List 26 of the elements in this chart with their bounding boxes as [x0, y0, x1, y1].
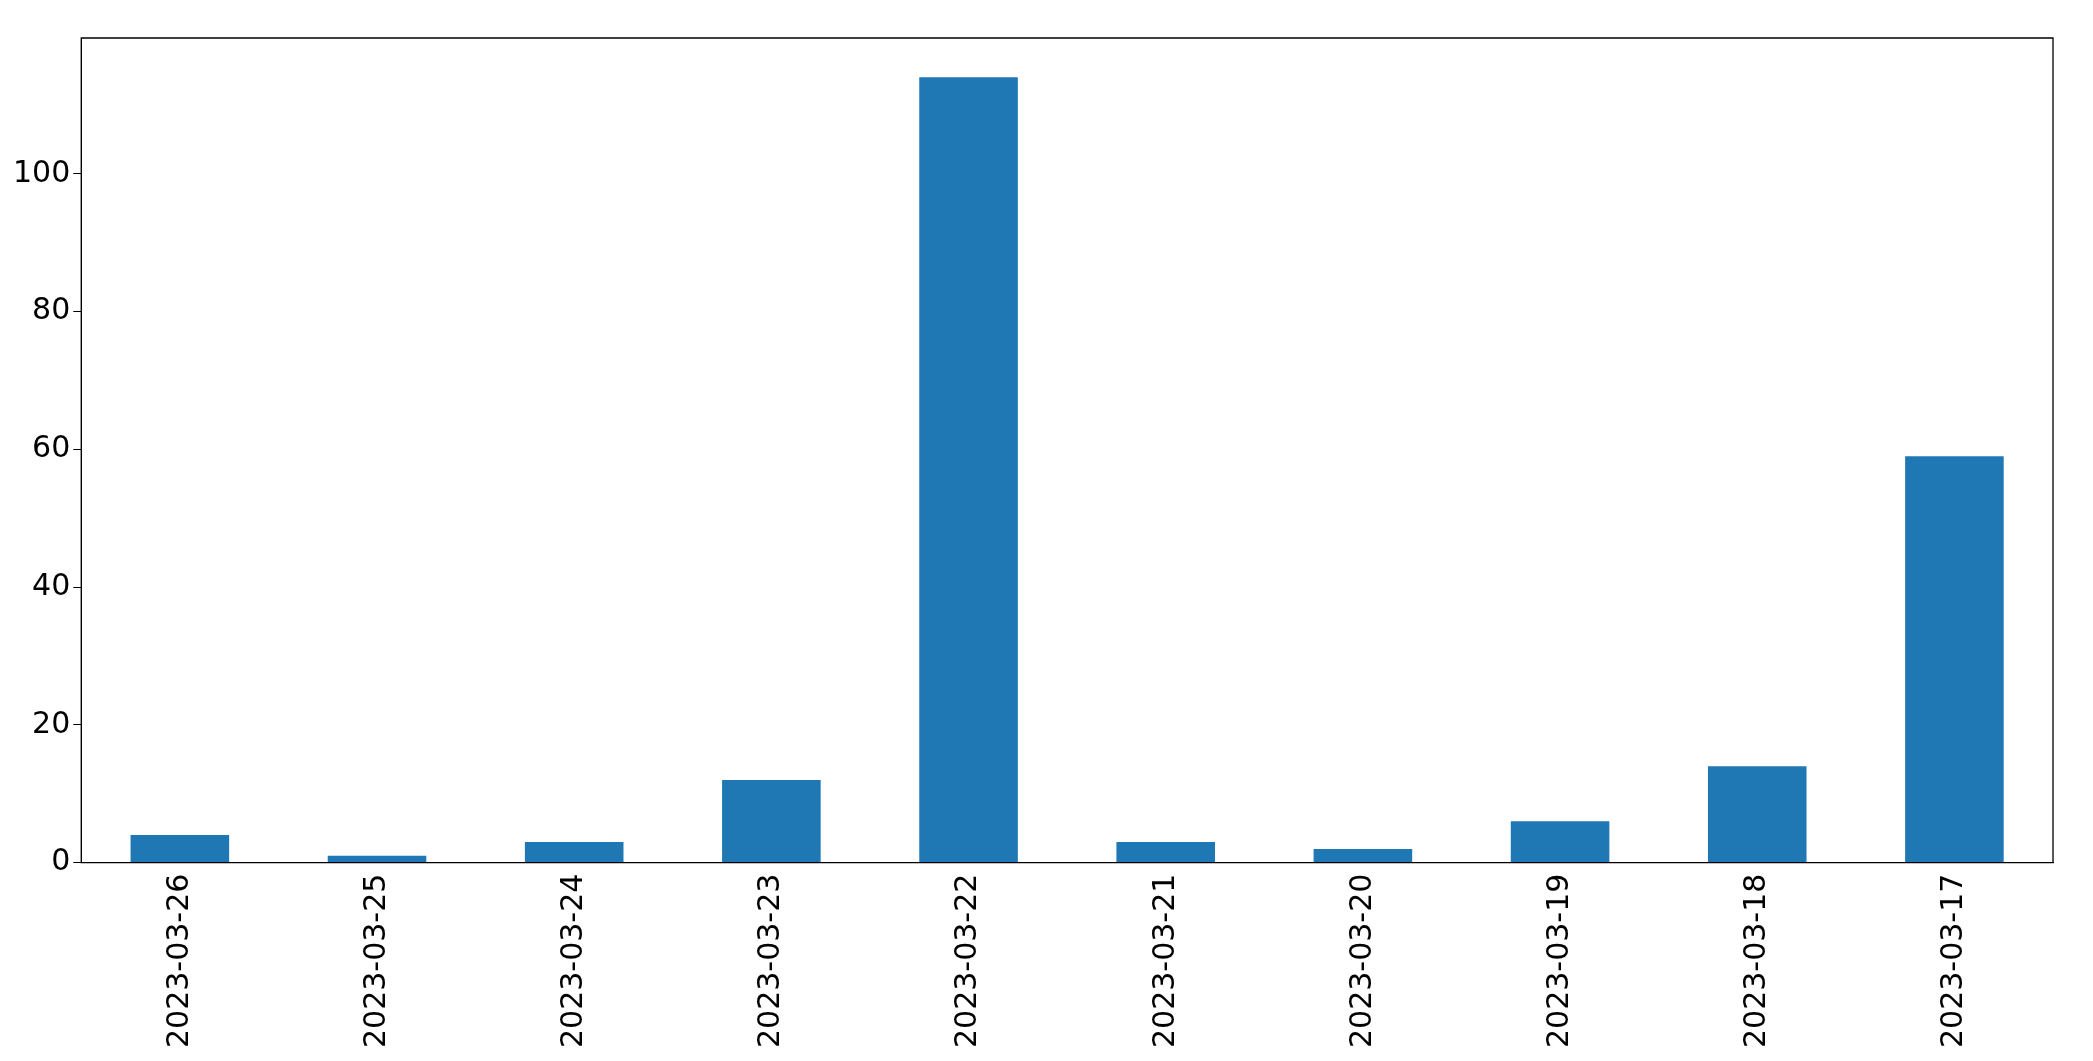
- x-tick-label: 2023-03-24: [553, 873, 589, 1049]
- bar: [1116, 841, 1216, 863]
- bar: [1313, 848, 1413, 863]
- x-tick-label: 2023-03-18: [1737, 873, 1773, 1049]
- bar: [524, 841, 624, 863]
- y-tick-label: 60: [32, 429, 71, 465]
- y-tick-label: 80: [32, 291, 71, 327]
- x-tick-label: 2023-03-26: [159, 873, 195, 1049]
- x-tick-label: 2023-03-22: [948, 873, 984, 1049]
- y-tick-label: 20: [32, 704, 71, 740]
- y-tick-label: 0: [51, 842, 71, 878]
- bar: [919, 77, 1018, 863]
- y-tick-label: 100: [13, 153, 71, 189]
- bar: [327, 855, 427, 863]
- bar: [130, 835, 230, 863]
- x-tick-label: 2023-03-20: [1342, 873, 1378, 1049]
- bar: [722, 779, 821, 863]
- bar: [1905, 456, 2004, 863]
- y-tick-label: 40: [32, 566, 71, 602]
- x-tick-label: 2023-03-23: [751, 873, 787, 1049]
- x-tick-label: 2023-03-19: [1539, 873, 1575, 1049]
- x-tick-label: 2023-03-17: [1934, 873, 1970, 1049]
- x-tick-label: 2023-03-25: [356, 873, 392, 1049]
- x-tick-label: 2023-03-21: [1145, 873, 1181, 1049]
- bar: [1707, 766, 1807, 863]
- bar: [1510, 821, 1610, 863]
